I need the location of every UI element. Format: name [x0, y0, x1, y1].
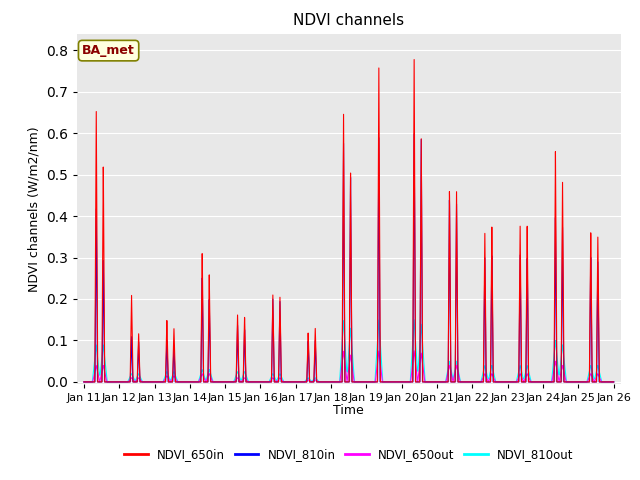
Title: NDVI channels: NDVI channels — [293, 13, 404, 28]
X-axis label: Time: Time — [333, 405, 364, 418]
Text: BA_met: BA_met — [82, 44, 135, 57]
Legend: NDVI_650in, NDVI_810in, NDVI_650out, NDVI_810out: NDVI_650in, NDVI_810in, NDVI_650out, NDV… — [119, 443, 579, 466]
Y-axis label: NDVI channels (W/m2/nm): NDVI channels (W/m2/nm) — [28, 126, 40, 292]
